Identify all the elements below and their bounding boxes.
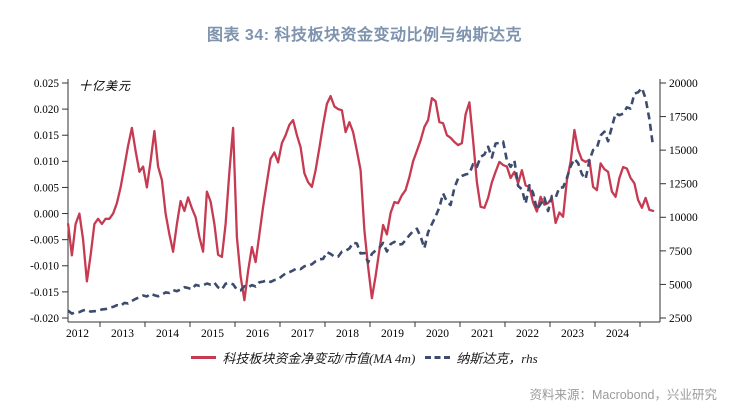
solid-line-key-icon xyxy=(191,356,217,359)
right-axis-tick-label: 20000 xyxy=(669,78,698,90)
left-axis-tick-label: 0.015 xyxy=(34,130,60,142)
right-axis-tick-label: 15000 xyxy=(669,145,698,157)
nasdaq-line xyxy=(67,86,655,315)
x-axis-year-label: 2024 xyxy=(606,328,629,340)
left-axis-tick-label: 0.010 xyxy=(34,156,60,168)
left-axis-tick-label: -0.015 xyxy=(30,287,59,299)
x-axis-year-label: 2020 xyxy=(426,328,449,340)
unit-annotation: 十亿美元 xyxy=(79,79,131,93)
x-axis-year-label: 2017 xyxy=(291,328,314,340)
left-axis-tick-label: 0.020 xyxy=(34,104,60,116)
x-axis-year-label: 2018 xyxy=(336,328,359,340)
x-axis-year-label: 2021 xyxy=(471,328,494,340)
x-axis-year-label: 2022 xyxy=(516,328,539,340)
dashed-line-key-icon xyxy=(425,356,451,359)
right-axis-tick-label: 12500 xyxy=(669,179,698,191)
x-axis-year-label: 2015 xyxy=(201,328,224,340)
left-axis-tick-label: 0.025 xyxy=(34,78,60,90)
legend-item-nasdaq: 纳斯达克，rhs xyxy=(425,348,538,367)
left-axis-tick-label: 0.000 xyxy=(34,208,60,220)
x-axis-year-label: 2016 xyxy=(246,328,269,340)
chart-legend: 科技板块资金净变动/市值(MA 4m) 纳斯达克，rhs xyxy=(0,348,729,367)
source-note: 资料来源：Macrobond，兴业研究 xyxy=(529,388,717,402)
right-axis-tick-label: 17500 xyxy=(669,111,698,123)
tech-fund-flow-line xyxy=(66,94,655,302)
chart-title: 图表 34: 科技板块资金变动比例与纳斯达克 xyxy=(206,27,523,44)
x-axis-year-label: 2023 xyxy=(561,328,584,340)
x-axis-year-label: 2012 xyxy=(66,328,89,340)
x-axis-year-label: 2019 xyxy=(381,328,404,340)
left-axis-tick-label: 0.005 xyxy=(34,182,60,194)
legend-item-tech-fund-flow: 科技板块资金净变动/市值(MA 4m) xyxy=(191,348,415,367)
legend-label-tech-fund-flow: 科技板块资金净变动/市值(MA 4m) xyxy=(222,351,416,366)
right-axis-tick-label: 2500 xyxy=(669,313,692,325)
x-axis-year-label: 2013 xyxy=(111,328,134,340)
x-axis-year-label: 2014 xyxy=(156,328,179,340)
right-axis-tick-label: 5000 xyxy=(669,279,692,291)
legend-label-nasdaq: 纳斯达克，rhs xyxy=(456,351,538,366)
left-axis-tick-label: -0.010 xyxy=(30,261,59,273)
left-axis-tick-label: -0.005 xyxy=(30,235,59,247)
right-axis-tick-label: 7500 xyxy=(669,246,692,258)
right-axis-tick-label: 10000 xyxy=(669,212,698,224)
left-axis-tick-label: -0.020 xyxy=(30,313,59,325)
